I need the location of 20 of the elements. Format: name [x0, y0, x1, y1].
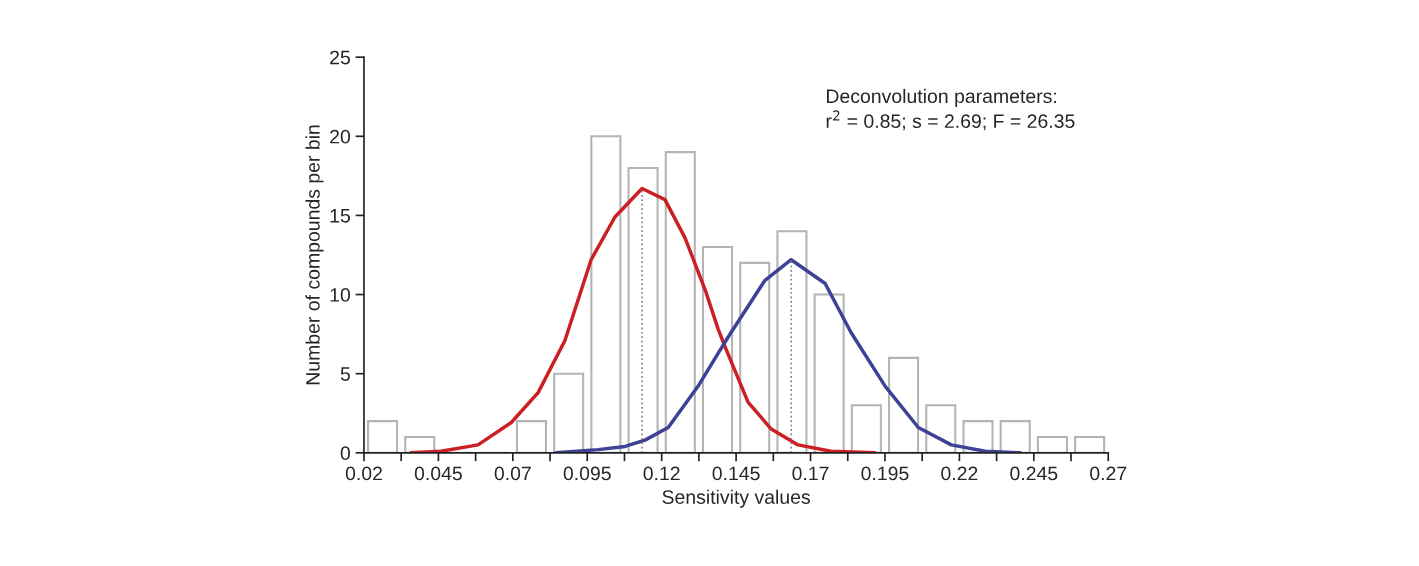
y-tick-label: 5 [340, 367, 350, 381]
y-tick-label: 10 [330, 288, 351, 302]
y-tick-label: 20 [330, 129, 351, 144]
x-tick-label: 0.145 [712, 466, 760, 481]
x-tick-label: 0.07 [494, 466, 531, 481]
x-tick-label: 0.17 [792, 466, 829, 481]
x-tick-label: 0.22 [941, 466, 978, 481]
y-tick-label: 15 [330, 209, 350, 223]
x-tick-label: 0.27 [1090, 466, 1127, 481]
x-tick-label: 0.12 [643, 466, 680, 481]
y-tick-label: 0 [340, 446, 351, 461]
x-tick-label: 0.195 [861, 466, 909, 481]
annotation: Deconvolution parameters: r$^{2}$ = 0.85; s = 2.69; F = 26.35 [826, 88, 1075, 131]
x-tick-label: 0.045 [414, 466, 462, 481]
x-axis-title: Sensitivity values [662, 489, 810, 508]
x-tick-label: 0.095 [563, 466, 611, 481]
y-axis-title: Number of compounds per bin [305, 125, 324, 385]
x-tick-label: 0.02 [345, 466, 382, 481]
x-tick-label: 0.245 [1010, 466, 1058, 481]
y-tick-label: 25 [330, 50, 350, 65]
